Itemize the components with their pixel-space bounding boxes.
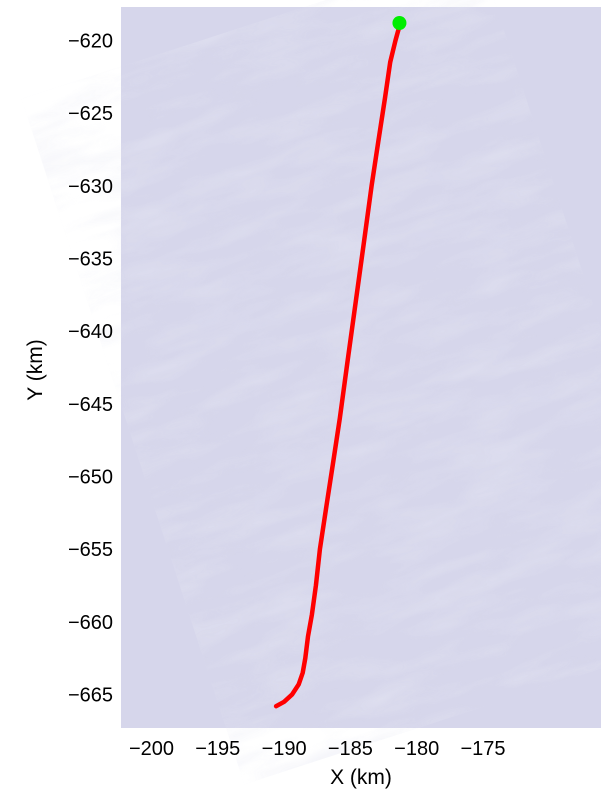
y-tick-label: −625 <box>68 103 113 125</box>
plot-area <box>21 0 601 785</box>
marker-layer <box>392 15 407 30</box>
series-layer <box>273 23 402 709</box>
y-tick-label: −640 <box>68 321 113 343</box>
x-axis-label: X (km) <box>330 766 392 789</box>
x-tick-label: −200 <box>129 738 174 760</box>
series-line-0 <box>273 23 402 709</box>
y-tick-label: −655 <box>68 539 113 561</box>
x-tick-label: −185 <box>328 738 373 760</box>
y-tick-label: −660 <box>68 612 113 634</box>
x-tick-label: −175 <box>460 738 505 760</box>
imagery-texture <box>21 0 601 785</box>
y-tick-labels: −620 −625 −630 −635 −640 −645 −650 −655 −660 −665 <box>68 30 113 706</box>
y-tick-label: −650 <box>68 467 113 489</box>
y-axis-label: Y (km) <box>24 339 47 400</box>
y-tick-label: −620 <box>68 30 113 52</box>
y-tick-label: −635 <box>68 248 113 270</box>
x-tick-label: −190 <box>262 738 307 760</box>
x-tick-label: −195 <box>195 738 240 760</box>
x-tick-label: −180 <box>394 738 439 760</box>
y-tick-label: −630 <box>68 176 113 198</box>
y-tick-label: −645 <box>68 394 113 416</box>
start-marker-0 <box>392 15 407 30</box>
x-tick-labels: −200 −195 −190 −185 −180 −175 <box>129 738 506 760</box>
y-tick-label: −665 <box>68 685 113 707</box>
